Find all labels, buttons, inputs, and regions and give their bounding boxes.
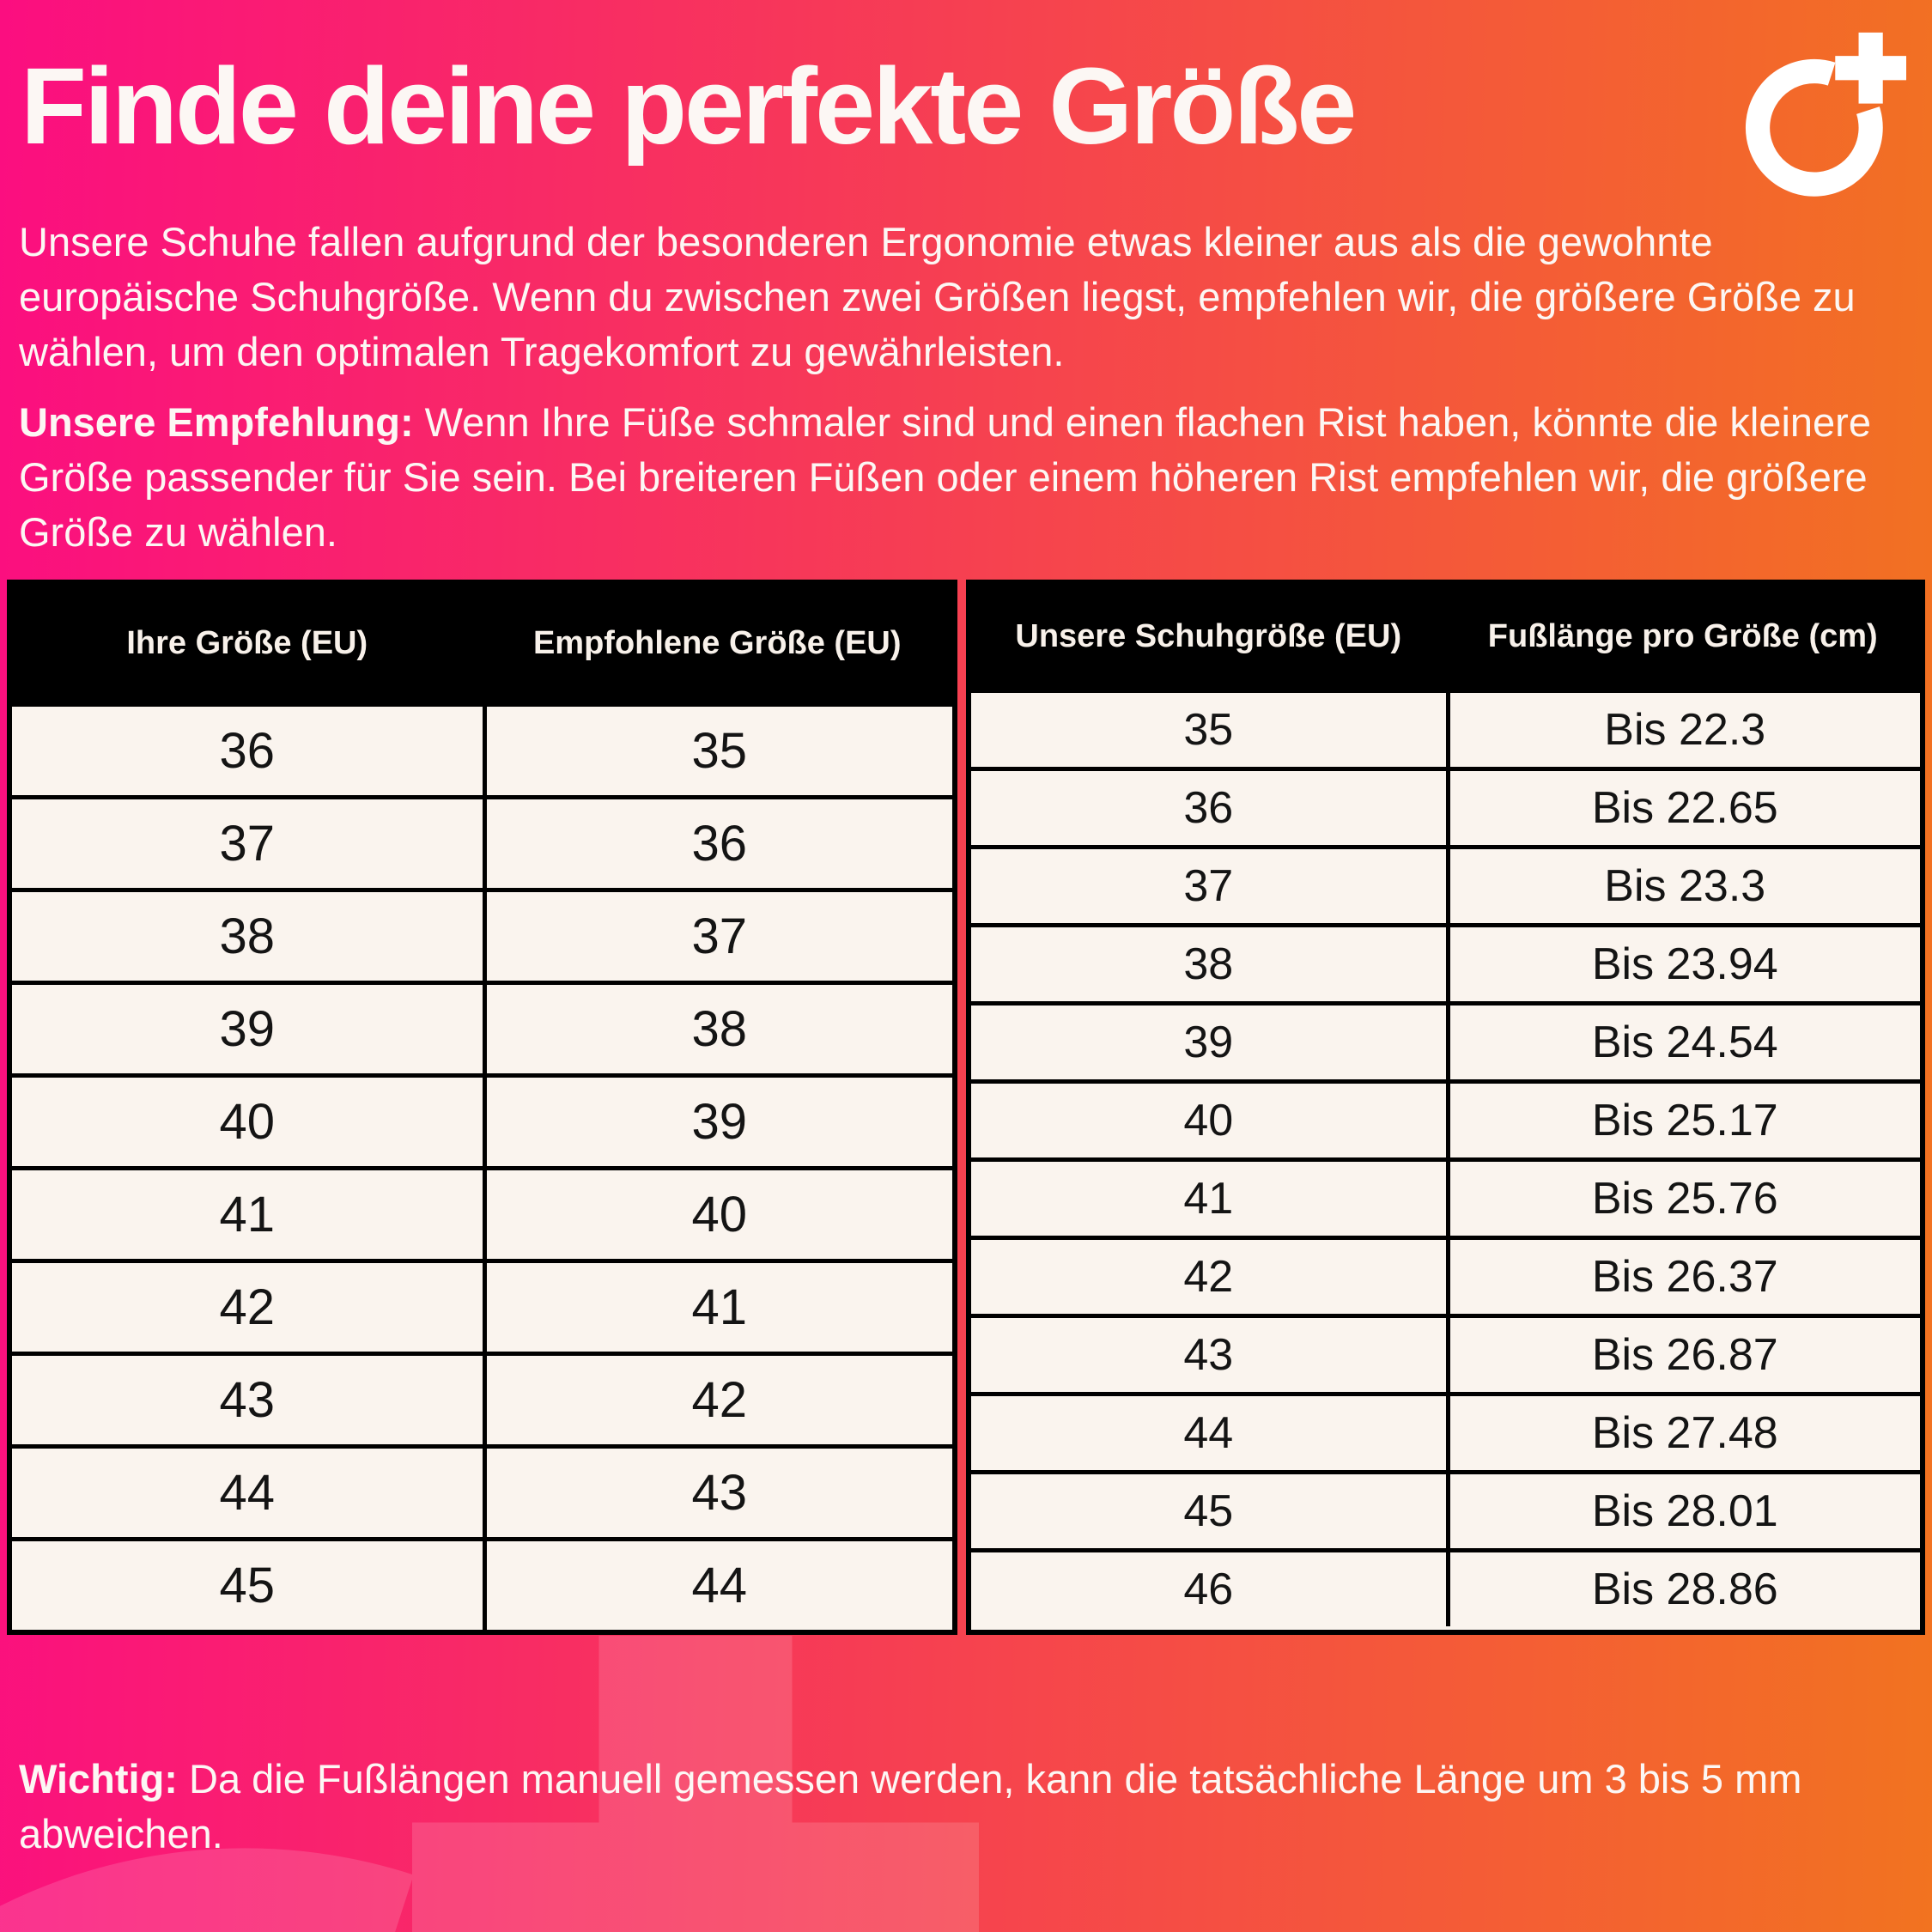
length_table-cell: 36 bbox=[1183, 783, 1234, 833]
note-label: Wichtig: bbox=[19, 1756, 178, 1801]
size_table-row: 39 38 bbox=[12, 981, 952, 1073]
size_table-cell: 38 bbox=[482, 985, 953, 1073]
size_table-cell: 39 bbox=[219, 1001, 275, 1057]
size_table-cell: 39 bbox=[482, 1078, 953, 1166]
length_table-cell: 41 bbox=[1183, 1174, 1234, 1224]
length_table-row: 39 Bis 24.54 bbox=[971, 1001, 1920, 1079]
note-body: Da die Fußlängen manuell gemessen werden… bbox=[19, 1756, 1802, 1856]
length_table-cell: Bis 28.01 bbox=[1445, 1474, 1921, 1548]
length_table-cell: Bis 27.48 bbox=[1445, 1396, 1921, 1470]
column-header-foot-length: Fußlänge pro Größe (cm) bbox=[1487, 618, 1878, 654]
length_table-cell: Bis 23.3 bbox=[1445, 849, 1921, 923]
length_table-row: 42 Bis 26.37 bbox=[971, 1236, 1920, 1314]
size_table-cell: 35 bbox=[482, 707, 953, 795]
length_table-cell: 35 bbox=[1183, 705, 1234, 755]
length_table-cell: 37 bbox=[1183, 861, 1234, 911]
size_table-row: 42 41 bbox=[12, 1259, 952, 1352]
length_table-row: 43 Bis 26.87 bbox=[971, 1314, 1920, 1392]
size_table-row: 37 36 bbox=[12, 795, 952, 888]
length_table-cell: 38 bbox=[1183, 939, 1234, 989]
recommendation-paragraph: Unsere Empfehlung: Wenn Ihre Füße schmal… bbox=[19, 395, 1874, 560]
length_table-cell: 42 bbox=[1183, 1252, 1234, 1302]
size_table-cell: 42 bbox=[482, 1356, 953, 1444]
size_table-cell: 44 bbox=[482, 1541, 953, 1630]
recommendation-label: Unsere Empfehlung: bbox=[19, 399, 414, 445]
tables-section: Ihre Größe (EU) Empfohlene Größe (EU) 36… bbox=[7, 580, 1925, 1635]
size_table-cell: 43 bbox=[219, 1372, 275, 1428]
foot-length-table-header: Unsere Schuhgröße (EU) Fußlänge pro Größ… bbox=[971, 585, 1920, 689]
length_table-row: 44 Bis 27.48 bbox=[971, 1392, 1920, 1470]
size_table-cell: 37 bbox=[219, 816, 275, 872]
size_table-row: 38 37 bbox=[12, 888, 952, 981]
size_table-row: 44 43 bbox=[12, 1444, 952, 1537]
size-conversion-table-body: 36 35 37 36 38 37 39 38 40 39 41 40 42 41 43 42 44 43 45 44 bbox=[12, 702, 952, 1630]
length_table-cell: Bis 28.86 bbox=[1445, 1552, 1921, 1626]
size_table-cell: 41 bbox=[482, 1263, 953, 1352]
size_table-row: 43 42 bbox=[12, 1352, 952, 1444]
length_table-cell: 45 bbox=[1183, 1486, 1234, 1536]
column-header-recommended-size: Empfohlene Größe (EU) bbox=[532, 625, 902, 661]
length_table-cell: Bis 23.94 bbox=[1445, 927, 1921, 1001]
size_table-cell: 44 bbox=[219, 1465, 275, 1521]
foot-length-table-body: 35 Bis 22.3 36 Bis 22.65 37 Bis 23.3 38 Bis 23.… bbox=[971, 689, 1920, 1626]
size_table-cell: 42 bbox=[219, 1279, 275, 1335]
length_table-cell: 39 bbox=[1183, 1018, 1234, 1067]
length_table-row: 41 Bis 25.76 bbox=[971, 1157, 1920, 1236]
size_table-cell: 43 bbox=[482, 1449, 953, 1537]
foot-length-table: Unsere Schuhgröße (EU) Fußlänge pro Größ… bbox=[966, 580, 1925, 1635]
length_table-cell: Bis 25.76 bbox=[1445, 1162, 1921, 1236]
length_table-row: 35 Bis 22.3 bbox=[971, 689, 1920, 767]
size-conversion-table: Ihre Größe (EU) Empfohlene Größe (EU) 36… bbox=[7, 580, 957, 1635]
size_table-row: 41 40 bbox=[12, 1166, 952, 1259]
length_table-row: 46 Bis 28.86 bbox=[971, 1548, 1920, 1626]
length_table-row: 45 Bis 28.01 bbox=[971, 1470, 1920, 1548]
column-header-our-shoe-size: Unsere Schuhgröße (EU) bbox=[1015, 618, 1402, 654]
o-plus-logo-icon bbox=[1745, 32, 1906, 197]
length_table-row: 37 Bis 23.3 bbox=[971, 845, 1920, 923]
length_table-cell: 44 bbox=[1183, 1408, 1234, 1458]
size_table-cell: 45 bbox=[219, 1558, 275, 1613]
page-title: Finde deine perfekte Größe bbox=[21, 46, 1357, 167]
size_table-cell: 41 bbox=[219, 1187, 275, 1242]
length_table-cell: Bis 25.17 bbox=[1445, 1084, 1921, 1157]
size_table-cell: 40 bbox=[219, 1094, 275, 1150]
length_table-row: 38 Bis 23.94 bbox=[971, 923, 1920, 1001]
length_table-cell: Bis 26.37 bbox=[1445, 1240, 1921, 1314]
length_table-cell: Bis 26.87 bbox=[1445, 1318, 1921, 1392]
length_table-cell: 43 bbox=[1183, 1330, 1234, 1380]
size_table-row: 45 44 bbox=[12, 1537, 952, 1630]
size_table-cell: 37 bbox=[482, 892, 953, 981]
size_table-row: 36 35 bbox=[12, 702, 952, 795]
size_table-cell: 36 bbox=[482, 799, 953, 888]
size_table-cell: 38 bbox=[219, 908, 275, 964]
length_table-cell: 46 bbox=[1183, 1564, 1234, 1614]
column-header-your-size: Ihre Größe (EU) bbox=[126, 625, 368, 661]
size_table-cell: 40 bbox=[482, 1170, 953, 1259]
recommendation-body: Wenn Ihre Füße schmaler sind und einen f… bbox=[19, 399, 1871, 555]
length_table-cell: Bis 24.54 bbox=[1445, 1005, 1921, 1079]
length_table-row: 36 Bis 22.65 bbox=[971, 767, 1920, 845]
length_table-cell: Bis 22.3 bbox=[1445, 693, 1921, 767]
size_table-row: 40 39 bbox=[12, 1073, 952, 1166]
size-conversion-table-header: Ihre Größe (EU) Empfohlene Größe (EU) bbox=[12, 585, 952, 702]
note-paragraph: Wichtig: Da die Fußlängen manuell gemess… bbox=[19, 1752, 1874, 1862]
size_table-cell: 36 bbox=[219, 723, 275, 779]
length_table-cell: Bis 22.65 bbox=[1445, 771, 1921, 845]
length_table-cell: 40 bbox=[1183, 1096, 1234, 1145]
length_table-row: 40 Bis 25.17 bbox=[971, 1079, 1920, 1157]
intro-text: Unsere Schuhe fallen aufgrund der besond… bbox=[19, 219, 1856, 374]
